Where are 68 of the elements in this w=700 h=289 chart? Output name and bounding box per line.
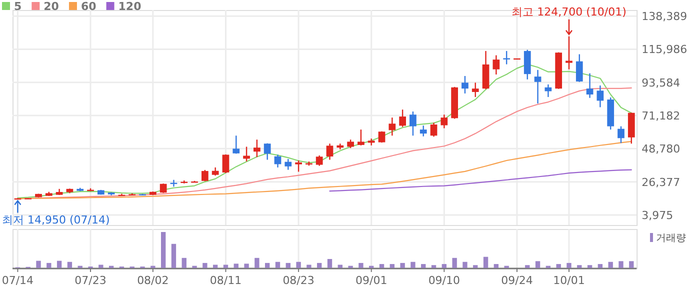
bar xyxy=(400,262,405,268)
bar xyxy=(36,260,41,268)
y-tick-label: 71,182 xyxy=(642,110,680,123)
legend-label: 거래량 xyxy=(656,233,686,244)
x-tick-label: 09/01 xyxy=(356,274,388,287)
y-tick-label: 26,377 xyxy=(642,176,680,189)
annotation: 최저 14,950 (07/14) xyxy=(2,214,110,227)
bar xyxy=(275,262,280,268)
bar xyxy=(462,262,468,268)
bar xyxy=(494,264,499,268)
annotation: 최고 124,700 (10/01) xyxy=(512,5,626,36)
x-tick-label: 07/23 xyxy=(74,274,106,287)
bar xyxy=(598,264,603,268)
x-tick-label: 07/14 xyxy=(2,274,34,287)
x-tick-label: 08/23 xyxy=(282,274,314,287)
x-tick-label: 09/10 xyxy=(428,274,460,287)
bar xyxy=(390,264,394,268)
legend-label: 20 xyxy=(44,0,60,13)
y-tick-label: 115,986 xyxy=(642,43,688,56)
legend: 거래량 xyxy=(650,233,686,244)
bar xyxy=(535,261,540,268)
bar xyxy=(608,262,613,268)
bar xyxy=(483,256,488,268)
bar xyxy=(286,262,290,268)
bar xyxy=(160,232,166,268)
y-tick-label: 48,780 xyxy=(642,142,680,156)
bar xyxy=(98,264,104,268)
y-tick-label: 3,975 xyxy=(642,208,674,222)
bar xyxy=(182,258,186,268)
bar xyxy=(618,261,624,268)
x-tick-label: 08/11 xyxy=(210,274,242,287)
bar xyxy=(556,264,561,268)
bar xyxy=(327,259,332,268)
bar xyxy=(431,265,436,268)
x-tick-label: 10/01 xyxy=(553,274,585,287)
bar xyxy=(234,264,238,268)
bar xyxy=(202,262,208,268)
annotation: 최저 14,950 (07/14) xyxy=(2,200,110,227)
bar xyxy=(254,258,260,268)
bar xyxy=(421,264,426,268)
bar xyxy=(473,265,478,268)
bar xyxy=(525,265,530,268)
bar xyxy=(244,264,249,268)
bar xyxy=(379,264,384,268)
bar xyxy=(358,262,364,268)
bar xyxy=(577,265,582,268)
bar xyxy=(67,262,72,268)
bar xyxy=(296,262,301,268)
legend-label: 5 xyxy=(14,0,22,13)
bar xyxy=(410,262,416,268)
bar xyxy=(56,260,62,268)
bar xyxy=(566,262,572,268)
bar xyxy=(46,262,52,268)
bar xyxy=(171,244,176,268)
bar xyxy=(442,264,447,268)
y-tick-label: 138,389 xyxy=(642,10,688,24)
bar xyxy=(265,262,270,268)
x-tick-label: 09/24 xyxy=(501,274,533,287)
legend-label: 60 xyxy=(80,0,97,13)
bar xyxy=(452,258,457,268)
bar xyxy=(587,265,592,268)
bar xyxy=(317,262,322,268)
y-tick-label: 93,584 xyxy=(642,76,680,90)
bar xyxy=(629,261,634,268)
bar xyxy=(306,264,312,268)
legend-label: 120 xyxy=(118,0,142,13)
x-tick-label: 08/02 xyxy=(137,274,169,287)
annotation: 최고 124,700 (10/01) xyxy=(512,5,626,18)
